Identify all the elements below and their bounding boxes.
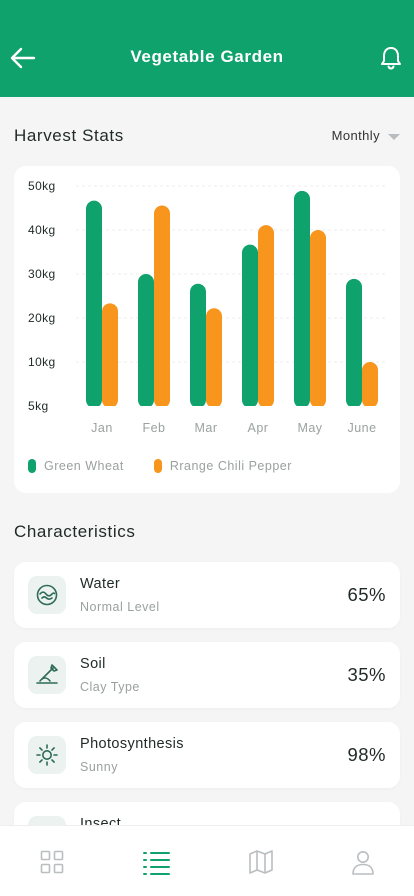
characteristic-subtitle: Sunny	[80, 760, 118, 774]
characteristic-value: 65%	[347, 584, 386, 605]
y-tick-label: 20kg	[28, 311, 56, 325]
characteristic-value: 98%	[347, 744, 386, 765]
bar-feb-orange	[154, 205, 170, 408]
characteristic-name: Photosynthesis	[80, 736, 184, 752]
bar-jan-orange	[102, 303, 118, 408]
bar-feb-green	[138, 274, 154, 408]
bar-may-green	[294, 190, 310, 408]
characteristic-soil[interactable]: Soil Clay Type 35%	[14, 642, 400, 708]
characteristic-name: Soil	[80, 656, 106, 672]
x-tick-label: Apr	[248, 421, 269, 435]
characteristics-title: Characteristics	[14, 522, 136, 541]
y-tick-label: 30kg	[28, 267, 56, 281]
map-icon[interactable]	[247, 848, 275, 876]
water-icon	[28, 576, 66, 614]
back-arrow-icon[interactable]	[10, 45, 36, 71]
legend-label: Green Wheat	[44, 459, 124, 473]
user-icon[interactable]	[349, 848, 377, 876]
y-tick-label: 5kg	[28, 399, 49, 413]
characteristic-water[interactable]: Water Normal Level 65%	[14, 562, 400, 628]
characteristic-value: 35%	[347, 664, 386, 685]
characteristic-subtitle: Normal Level	[80, 600, 160, 614]
x-tick-label: May	[297, 421, 322, 435]
legend-swatch-orange	[153, 459, 162, 473]
chevron-down-icon	[388, 133, 400, 140]
chart-baseline	[72, 406, 392, 412]
legend-item-chili-pepper: Rrange Chili Pepper	[153, 459, 292, 473]
legend-swatch-green	[28, 459, 36, 473]
bar-mar-green	[190, 283, 206, 408]
bar-apr-green	[242, 244, 258, 408]
app-header: Vegetable Garden	[0, 0, 414, 97]
bar-apr-orange	[258, 225, 274, 408]
x-tick-label: Jan	[91, 421, 113, 435]
y-tick-label: 10kg	[28, 355, 56, 369]
grid-icon[interactable]	[38, 848, 66, 876]
soil-icon	[28, 656, 66, 694]
range-dropdown[interactable]: Monthly	[332, 128, 400, 143]
characteristic-photosynthesis[interactable]: Photosynthesis Sunny 98%	[14, 722, 400, 788]
x-tick-label: June	[347, 421, 376, 435]
list-icon[interactable]	[142, 848, 170, 876]
legend-label: Rrange Chili Pepper	[169, 459, 292, 473]
bell-icon[interactable]	[379, 45, 403, 71]
page-title: Vegetable Garden	[130, 47, 284, 66]
harvest-stats-title: Harvest Stats	[14, 126, 124, 145]
x-tick-label: Mar	[194, 421, 217, 435]
harvest-bar-chart: 50kg 40kg 30kg 20kg 10kg 5kg Jan Feb Mar Apr May Ju…	[28, 179, 392, 435]
y-tick-label: 50kg	[28, 179, 56, 193]
characteristic-name: Water	[80, 576, 121, 592]
legend-item-green-wheat: Green Wheat	[28, 459, 124, 473]
sun-icon	[28, 736, 66, 774]
bar-june-green	[346, 278, 362, 408]
harvest-chart-card: 50kg 40kg 30kg 20kg 10kg 5kg Jan Feb Mar Apr May Ju…	[14, 166, 400, 493]
characteristic-subtitle: Clay Type	[80, 680, 140, 694]
range-label: Monthly	[331, 128, 380, 143]
bar-june-orange	[362, 362, 378, 408]
bar-may-orange	[310, 230, 326, 408]
bar-jan-green	[86, 200, 102, 408]
x-tick-label: Feb	[142, 421, 165, 435]
bottom-tab-bar	[0, 825, 414, 896]
y-tick-label: 40kg	[28, 223, 56, 237]
chart-legend: Green Wheat Rrange Chili Pepper	[28, 459, 292, 473]
bar-mar-orange	[206, 308, 222, 408]
